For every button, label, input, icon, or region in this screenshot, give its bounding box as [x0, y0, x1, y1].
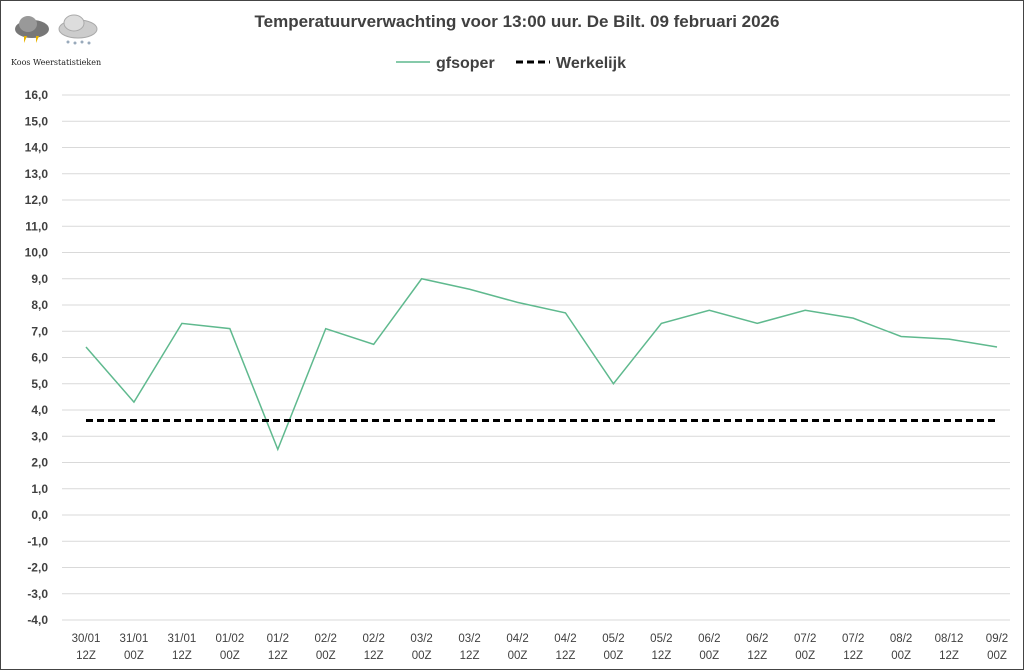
- x-tick-label: 12Z: [747, 650, 767, 662]
- x-tick-label: 08/12: [935, 633, 964, 645]
- x-tick-label: 12Z: [172, 650, 192, 662]
- x-tick-label: 09/2: [986, 633, 1008, 645]
- x-tick-label: 02/2: [362, 633, 384, 645]
- x-tick-label: 31/01: [168, 633, 197, 645]
- x-tick-label: 00Z: [604, 650, 624, 662]
- x-tick-label: 00Z: [508, 650, 528, 662]
- y-tick-label: 14,0: [25, 141, 49, 155]
- thunderstorm-cloud-icon: [15, 16, 49, 43]
- x-tick-label: 12Z: [460, 650, 480, 662]
- x-tick-label: 31/01: [120, 633, 149, 645]
- x-tick-label: 04/2: [554, 633, 576, 645]
- y-tick-label: -1,0: [27, 534, 48, 548]
- x-tick-label: 01/2: [267, 633, 289, 645]
- logo-text: Koos Weerstatistieken: [11, 58, 102, 67]
- x-tick-label: 00Z: [316, 650, 336, 662]
- y-tick-label: 2,0: [31, 456, 48, 470]
- x-tick-label: 06/2: [698, 633, 720, 645]
- x-tick-label: 01/02: [215, 633, 244, 645]
- x-tick-label: 12Z: [939, 650, 959, 662]
- y-tick-label: 7,0: [31, 324, 48, 338]
- x-tick-label: 12Z: [843, 650, 863, 662]
- y-tick-label: 0,0: [31, 508, 48, 522]
- y-tick-label: 16,0: [25, 88, 49, 102]
- series-line-gfsoper: [85, 277, 998, 452]
- x-tick-label: 00Z: [220, 650, 240, 662]
- y-tick-label: 6,0: [31, 351, 48, 365]
- y-tick-label: 10,0: [25, 246, 49, 260]
- legend-label: gfsoper: [436, 55, 495, 72]
- y-tick-label: 12,0: [25, 193, 49, 207]
- x-tick-label: 07/2: [794, 633, 816, 645]
- y-tick-label: 8,0: [31, 298, 48, 312]
- y-tick-label: 9,0: [31, 272, 48, 286]
- x-tick-label: 03/2: [458, 633, 480, 645]
- x-tick-label: 05/2: [602, 633, 624, 645]
- x-tick-label: 05/2: [650, 633, 672, 645]
- y-tick-label: 5,0: [31, 377, 48, 391]
- legend-label: Werkelijk: [556, 55, 626, 72]
- x-tick-label: 00Z: [987, 650, 1007, 662]
- y-tick-label: 15,0: [25, 114, 49, 128]
- logo-icons: [15, 14, 98, 45]
- x-tick-label: 12Z: [651, 650, 671, 662]
- x-tick-label: 12Z: [268, 650, 288, 662]
- snow-cloud-icon: [58, 14, 98, 45]
- x-tick-label: 02/2: [315, 633, 337, 645]
- x-tick-label: 00Z: [699, 650, 719, 662]
- y-tick-label: -2,0: [27, 561, 48, 575]
- x-tick-label: 04/2: [506, 633, 528, 645]
- x-tick-label: 06/2: [746, 633, 768, 645]
- y-tick-label: 3,0: [31, 429, 48, 443]
- x-tick-label: 00Z: [795, 650, 815, 662]
- x-tick-label: 12Z: [76, 650, 96, 662]
- x-tick-label: 12Z: [556, 650, 576, 662]
- x-tick-label: 00Z: [124, 650, 144, 662]
- x-tick-label: 03/2: [410, 633, 432, 645]
- x-tick-label: 30/01: [72, 633, 101, 645]
- y-tick-label: -3,0: [27, 587, 48, 601]
- y-tick-label: 4,0: [31, 403, 48, 417]
- x-tick-label: 00Z: [412, 650, 432, 662]
- y-tick-label: 1,0: [31, 482, 48, 496]
- chart-title: Temperatuurverwachting voor 13:00 uur. D…: [254, 12, 780, 31]
- x-tick-label: 08/2: [890, 633, 912, 645]
- x-tick-label: 12Z: [364, 650, 384, 662]
- y-tick-label: 11,0: [25, 219, 48, 233]
- y-tick-label: 13,0: [25, 167, 49, 181]
- y-tick-label: -4,0: [27, 613, 48, 627]
- x-tick-label: 07/2: [842, 633, 864, 645]
- x-tick-label: 00Z: [891, 650, 911, 662]
